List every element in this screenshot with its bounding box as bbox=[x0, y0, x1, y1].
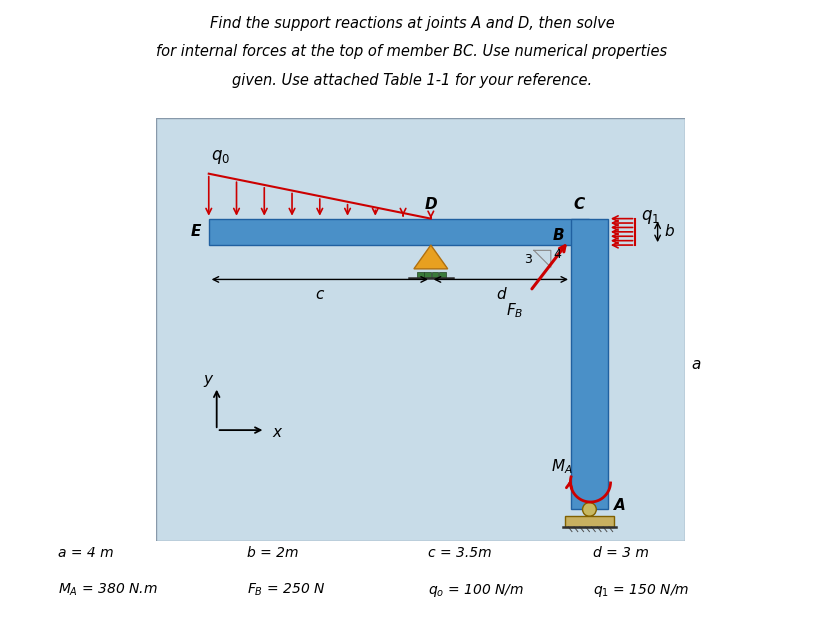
Text: d = 3 m: d = 3 m bbox=[593, 545, 649, 560]
Text: b = 2m: b = 2m bbox=[247, 545, 298, 560]
Text: C: C bbox=[574, 197, 585, 212]
Text: $q_1$ = 150 N/m: $q_1$ = 150 N/m bbox=[593, 582, 690, 599]
Text: 4: 4 bbox=[554, 248, 561, 261]
Bar bbox=[571, 218, 608, 509]
Text: E: E bbox=[190, 225, 201, 239]
Text: 3: 3 bbox=[524, 253, 531, 266]
Text: a = 4 m: a = 4 m bbox=[58, 545, 114, 560]
Bar bbox=[208, 218, 589, 245]
Text: $F_B$: $F_B$ bbox=[506, 302, 523, 320]
Polygon shape bbox=[414, 245, 447, 269]
Text: D: D bbox=[424, 197, 437, 212]
Text: $q_o$ = 100 N/m: $q_o$ = 100 N/m bbox=[428, 582, 525, 599]
Bar bbox=[432, 271, 438, 279]
Text: $F_B$ = 250 N: $F_B$ = 250 N bbox=[247, 582, 325, 598]
Text: $M_A$ = 380 N.m: $M_A$ = 380 N.m bbox=[58, 582, 157, 598]
Text: $M_A$: $M_A$ bbox=[550, 457, 572, 476]
Bar bbox=[565, 516, 614, 527]
Text: b: b bbox=[664, 225, 673, 239]
Text: a: a bbox=[691, 356, 701, 371]
Text: B: B bbox=[553, 228, 564, 243]
Text: $q_0$: $q_0$ bbox=[212, 148, 231, 165]
Circle shape bbox=[583, 503, 597, 516]
Text: for internal forces at the top of member BC. Use numerical properties: for internal forces at the top of member… bbox=[157, 44, 667, 59]
Text: $q_1$: $q_1$ bbox=[641, 208, 660, 226]
Text: c: c bbox=[316, 287, 324, 302]
Text: c = 3.5m: c = 3.5m bbox=[428, 545, 492, 560]
Text: y: y bbox=[204, 373, 213, 388]
Bar bbox=[439, 271, 446, 279]
Bar bbox=[424, 271, 431, 279]
Bar bbox=[417, 271, 424, 279]
Text: d: d bbox=[496, 287, 506, 302]
Text: x: x bbox=[272, 425, 281, 440]
Text: A: A bbox=[614, 498, 626, 513]
Text: given. Use attached Table 1-1 for your reference.: given. Use attached Table 1-1 for your r… bbox=[232, 73, 592, 88]
Text: Find the support reactions at joints A and D, then solve: Find the support reactions at joints A a… bbox=[209, 16, 615, 30]
